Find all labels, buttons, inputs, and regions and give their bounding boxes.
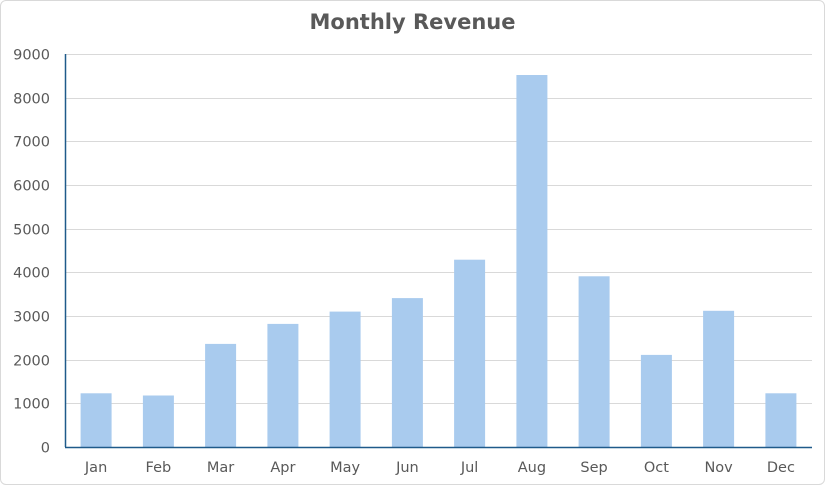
- bar-may: [329, 311, 361, 447]
- bars: [80, 75, 797, 447]
- x-tick-label: May: [330, 460, 360, 476]
- y-tick-label: 4000: [13, 266, 50, 282]
- y-tick-label: 1000: [13, 397, 50, 413]
- x-tick-label: Dec: [767, 460, 795, 476]
- bar-dec: [765, 393, 797, 447]
- x-tick-label: Jan: [84, 460, 107, 476]
- bar-oct: [640, 354, 672, 447]
- x-tick-labels: Jan Feb Mar Apr May Jun Jul Aug Sep Oct Nov Dec: [84, 460, 795, 476]
- y-tick-label: 3000: [13, 310, 50, 326]
- gridlines: [65, 54, 812, 404]
- x-tick-label: Jul: [460, 460, 479, 476]
- y-tick-label: 5000: [13, 223, 50, 239]
- x-tick-label: Feb: [146, 460, 172, 476]
- x-tick-label: Mar: [207, 460, 234, 476]
- y-tick-label: 7000: [13, 135, 50, 151]
- chart-title: Monthly Revenue: [309, 10, 516, 34]
- bar-sep: [578, 276, 610, 447]
- y-tick-label: 8000: [13, 92, 50, 108]
- x-tick-label: Jun: [395, 460, 419, 476]
- bar-jun: [391, 298, 423, 447]
- x-tick-label: Nov: [704, 460, 733, 476]
- bar-feb: [142, 395, 174, 447]
- bar-apr: [267, 323, 299, 447]
- x-tick-label: Sep: [580, 460, 607, 476]
- y-tick-label: 6000: [13, 179, 50, 195]
- bar-nov: [703, 310, 735, 447]
- x-tick-label: Aug: [518, 460, 546, 476]
- bar-aug: [516, 75, 548, 447]
- y-tick-label: 9000: [13, 48, 50, 64]
- x-tick-label: Apr: [270, 460, 295, 476]
- axes: [64, 54, 812, 449]
- y-tick-label: 2000: [13, 354, 50, 370]
- bar-jan: [80, 393, 112, 447]
- bar-jul: [454, 259, 486, 447]
- y-tick-label: 0: [41, 441, 50, 457]
- y-tick-labels: 0 1000 2000 3000 4000 5000 6000 7000 8000 9000: [13, 48, 50, 457]
- bar-mar: [205, 343, 237, 447]
- x-tick-label: Oct: [644, 460, 669, 476]
